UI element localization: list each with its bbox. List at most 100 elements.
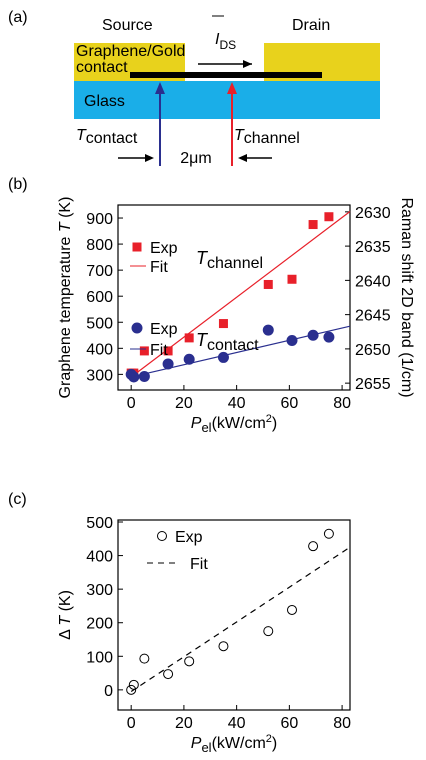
unit-end: ) <box>272 735 277 752</box>
graphene <box>130 72 322 78</box>
marker <box>128 679 139 690</box>
subscript: channel <box>244 130 300 147</box>
marker <box>324 212 334 222</box>
marker <box>262 324 274 336</box>
y-tick-label: 100 <box>86 649 113 666</box>
label-part: T <box>57 221 74 232</box>
x-axis-label: Pel(kW/cm2) <box>191 733 277 755</box>
y2-tick-label: 2650 <box>355 342 391 359</box>
arrow-head <box>155 82 165 94</box>
x-axis-label: Pel(kW/cm2) <box>191 413 277 435</box>
symbol: P <box>191 735 202 752</box>
y-axis-label: Graphene temperature T (K) <box>57 197 74 399</box>
y-tick-label: 400 <box>86 341 113 358</box>
symbol: T <box>196 330 209 350</box>
y-tick-label: 500 <box>86 315 113 332</box>
legend-label: Exp <box>150 321 178 338</box>
legend-label: Exp <box>175 529 203 546</box>
glass-label: Glass <box>84 93 125 110</box>
plot-frame <box>117 204 351 391</box>
superscript: 2 <box>266 733 272 745</box>
marker <box>157 531 167 541</box>
panel-label: (c) <box>8 491 27 508</box>
y2-axis-label: Raman shift 2D band (1/cm) <box>398 197 415 397</box>
arrow-head <box>243 60 252 68</box>
t-contact-label: Tcontact <box>76 127 138 147</box>
x-tick-label: 40 <box>228 715 246 732</box>
chart: (c) 0 20 40 60 80 0 100 200 300 400 500 Exp Fit Pel(kW… <box>8 491 351 755</box>
symbol: T <box>196 248 209 268</box>
legend-label: Fit <box>150 259 168 276</box>
marker <box>287 274 297 284</box>
marker <box>323 331 335 343</box>
x-tick-label: 40 <box>228 395 246 412</box>
marker <box>263 626 274 637</box>
marker <box>183 353 195 365</box>
arrow-head <box>238 154 247 162</box>
marker <box>163 669 174 680</box>
unit: (kW/cm <box>212 415 266 432</box>
subscript: contact <box>86 130 138 147</box>
annotation: Tcontact <box>196 330 259 354</box>
y-tick-label: 800 <box>86 237 113 254</box>
marker <box>126 684 137 695</box>
subscript: channel <box>207 255 263 272</box>
y-tick-label: 900 <box>86 211 113 228</box>
label-part: Graphene temperature <box>57 232 74 398</box>
y-tick-label: 400 <box>86 549 113 566</box>
t-channel-label: Tchannel <box>234 127 300 147</box>
y-tick-label: 200 <box>86 616 113 633</box>
label-part: Δ <box>57 626 74 640</box>
marker <box>218 319 228 329</box>
annotation: Tchannel <box>196 248 263 272</box>
width-label: 2μm <box>180 150 211 167</box>
symbol: I <box>215 31 220 48</box>
label-part: T <box>57 615 74 626</box>
marker <box>308 220 318 230</box>
marker <box>139 346 149 356</box>
legend-label: Fit <box>190 556 208 573</box>
legend-label: Exp <box>150 240 178 257</box>
y-tick-label: 500 <box>86 515 113 532</box>
marker <box>287 604 297 615</box>
diagram: (a) Source Drain IDS Graphene/Gold conta… <box>8 9 380 167</box>
y-tick-label: 300 <box>86 582 113 599</box>
symbol: T <box>234 127 245 144</box>
y-tick-label: 700 <box>86 263 113 280</box>
y2-tick-label: 2655 <box>355 376 391 393</box>
marker <box>263 279 273 289</box>
fit-line <box>131 325 351 378</box>
label-part: (K) <box>57 197 74 223</box>
y2-tick-label: 2635 <box>355 239 391 256</box>
current-label: IDS <box>215 31 236 52</box>
x-tick-label: 0 <box>127 715 136 732</box>
symbol: P <box>191 415 202 432</box>
contact-label: Graphene/Gold <box>76 43 185 60</box>
x-tick-label: 60 <box>280 715 298 732</box>
marker <box>308 541 319 552</box>
symbol: T <box>76 127 87 144</box>
superscript: 2 <box>266 413 272 425</box>
drain-label: Drain <box>292 17 330 34</box>
x-tick-label: 20 <box>175 395 193 412</box>
glass <box>74 81 380 119</box>
legend-label: Fit <box>150 342 168 359</box>
label-part: (K) <box>57 590 74 616</box>
y2-tick-label: 2640 <box>355 273 391 290</box>
fit-line <box>130 546 351 693</box>
subscript: el <box>201 740 211 755</box>
marker <box>323 528 334 539</box>
y-tick-label: 0 <box>104 683 113 700</box>
arrow-head <box>145 154 154 162</box>
x-tick-label: 20 <box>175 715 193 732</box>
marker <box>132 242 142 252</box>
marker <box>131 322 143 334</box>
x-tick-label: 60 <box>280 395 298 412</box>
unit: (kW/cm <box>212 735 266 752</box>
marker <box>139 653 150 664</box>
y-axis-label: Δ T (K) <box>57 590 74 640</box>
source-label: Source <box>102 17 153 34</box>
y2-tick-label: 2630 <box>355 205 391 222</box>
panel-label: (a) <box>8 9 28 26</box>
